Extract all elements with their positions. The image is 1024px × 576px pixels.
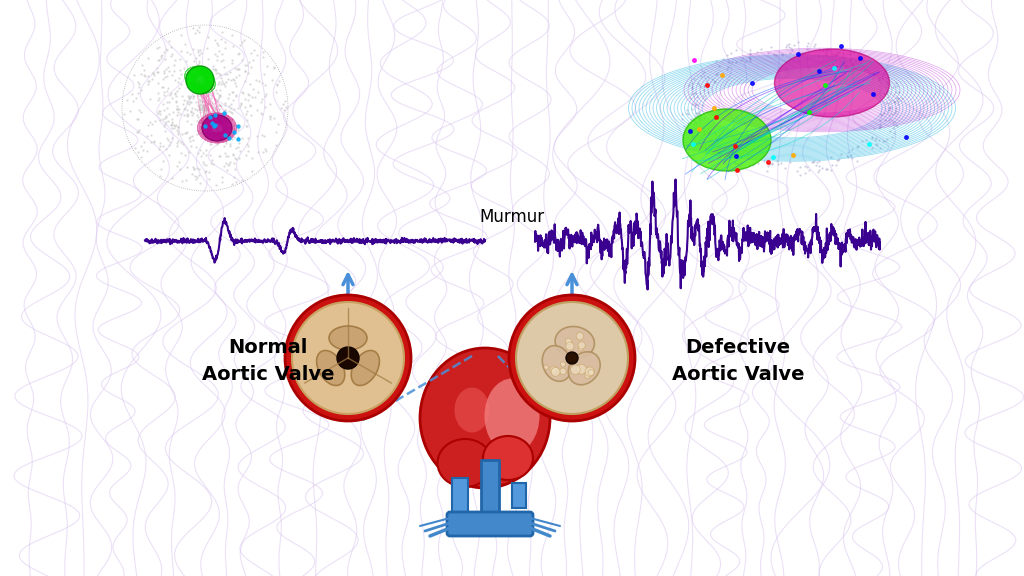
Ellipse shape [455, 388, 489, 433]
Ellipse shape [202, 115, 232, 141]
Circle shape [560, 362, 565, 367]
Circle shape [565, 338, 571, 344]
Circle shape [570, 365, 581, 374]
Circle shape [585, 372, 591, 378]
Circle shape [551, 367, 560, 376]
Circle shape [577, 365, 587, 374]
Ellipse shape [555, 327, 594, 358]
Circle shape [550, 366, 557, 373]
Circle shape [285, 295, 411, 421]
Ellipse shape [774, 49, 890, 117]
Ellipse shape [683, 109, 771, 171]
Ellipse shape [329, 326, 367, 350]
Circle shape [337, 347, 359, 369]
Ellipse shape [420, 348, 550, 488]
FancyBboxPatch shape [447, 512, 534, 536]
Circle shape [544, 365, 548, 369]
Polygon shape [452, 478, 468, 516]
Polygon shape [512, 483, 526, 508]
Circle shape [577, 332, 584, 340]
Circle shape [566, 342, 574, 350]
Ellipse shape [351, 350, 380, 385]
Circle shape [292, 302, 404, 414]
Ellipse shape [543, 346, 571, 381]
Text: Murmur: Murmur [479, 208, 545, 226]
Circle shape [588, 370, 594, 376]
Circle shape [585, 367, 595, 376]
Ellipse shape [568, 352, 600, 385]
Circle shape [560, 368, 566, 374]
Circle shape [516, 302, 628, 414]
Polygon shape [481, 460, 499, 526]
Ellipse shape [437, 439, 493, 487]
Ellipse shape [484, 378, 540, 453]
Circle shape [186, 66, 214, 94]
Circle shape [566, 352, 578, 364]
Circle shape [579, 342, 586, 349]
Ellipse shape [316, 350, 345, 385]
Text: Normal
Aortic Valve: Normal Aortic Valve [202, 338, 334, 384]
Text: Defective
Aortic Valve: Defective Aortic Valve [672, 338, 804, 384]
Circle shape [579, 347, 583, 351]
Circle shape [509, 295, 635, 421]
Ellipse shape [483, 436, 534, 480]
